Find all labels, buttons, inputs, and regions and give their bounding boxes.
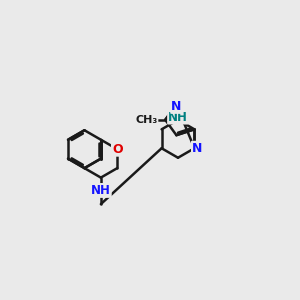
Text: CH₃: CH₃: [135, 115, 158, 125]
Text: NH: NH: [168, 111, 188, 124]
Text: NH: NH: [91, 184, 111, 197]
Text: N: N: [171, 100, 182, 113]
Text: O: O: [112, 143, 123, 156]
Text: N: N: [192, 142, 202, 155]
